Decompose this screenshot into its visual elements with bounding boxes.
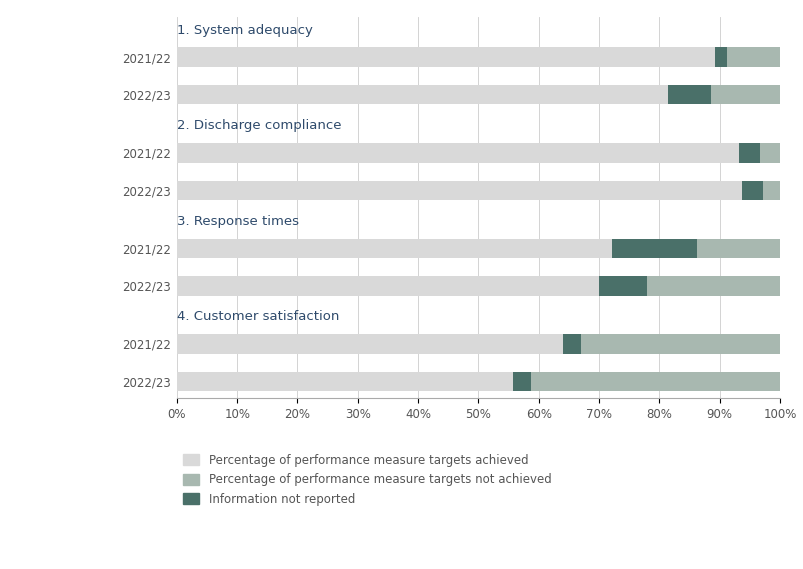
Bar bbox=[710, 85, 779, 105]
Bar bbox=[667, 85, 710, 105]
Bar bbox=[177, 180, 740, 200]
Bar bbox=[177, 238, 612, 258]
Legend: Percentage of performance measure targets achieved, Percentage of performance me: Percentage of performance measure target… bbox=[182, 453, 551, 506]
Bar bbox=[612, 238, 696, 258]
Text: 4. Customer satisfaction: 4. Customer satisfaction bbox=[177, 311, 339, 323]
Bar bbox=[177, 47, 714, 67]
Bar bbox=[696, 238, 779, 258]
Bar bbox=[762, 180, 779, 200]
Text: 1. System adequacy: 1. System adequacy bbox=[177, 24, 312, 36]
Bar bbox=[177, 372, 512, 391]
Bar bbox=[581, 334, 779, 354]
Bar bbox=[598, 276, 646, 295]
Bar bbox=[562, 334, 581, 354]
Text: 3. Response times: 3. Response times bbox=[177, 215, 299, 228]
Bar bbox=[512, 372, 530, 391]
Bar bbox=[177, 334, 562, 354]
Bar bbox=[726, 47, 779, 67]
Bar bbox=[177, 276, 598, 295]
Bar bbox=[740, 180, 762, 200]
Bar bbox=[646, 276, 779, 295]
Bar bbox=[177, 143, 738, 163]
Bar bbox=[714, 47, 726, 67]
Bar bbox=[738, 143, 759, 163]
Text: 2. Discharge compliance: 2. Discharge compliance bbox=[177, 119, 341, 132]
Bar bbox=[530, 372, 779, 391]
Bar bbox=[177, 85, 667, 105]
Bar bbox=[759, 143, 779, 163]
